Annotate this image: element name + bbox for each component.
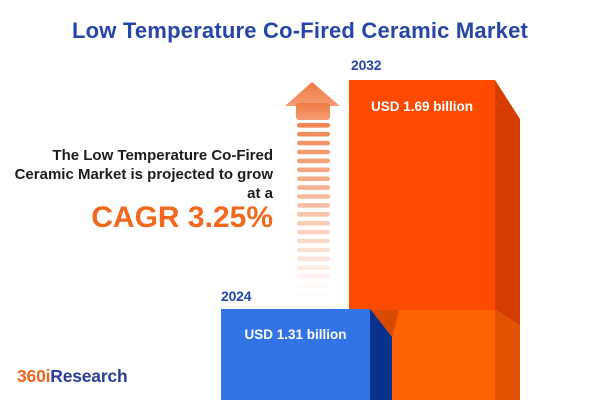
bar-2032-side-bottom xyxy=(495,310,520,400)
annotation-line-2: Ceramic Market is projected to grow xyxy=(14,166,273,183)
cagr-value: CAGR 3.25% xyxy=(91,201,273,234)
bar-2024-front xyxy=(221,309,370,400)
bar-label-2024: 2024 xyxy=(221,288,252,304)
bar-value-2032: USD 1.69 billion xyxy=(370,99,474,114)
brand-logo-prefix: 360i xyxy=(17,366,51,386)
bar-value-2024: USD 1.31 billion xyxy=(244,327,347,342)
bar-2032-side-top xyxy=(495,80,520,326)
bar-2024-shadow xyxy=(370,310,399,338)
growth-arrow-neck xyxy=(296,103,330,120)
bar-2032-front-top xyxy=(349,80,495,310)
bar-label-2032: 2032 xyxy=(351,57,382,73)
bar-2024-side xyxy=(370,309,392,400)
annotation-text: The Low Temperature Co-Fired Ceramic Mar… xyxy=(15,146,273,203)
brand-logo-suffix: Research xyxy=(50,366,128,386)
growth-arrow-head-icon xyxy=(285,82,340,106)
brand-logo: 360iResearch xyxy=(17,366,128,387)
annotation-line-1: The Low Temperature Co-Fired xyxy=(52,147,273,164)
page-title: Low Temperature Co-Fired Ceramic Market xyxy=(71,18,529,43)
annotation-line-3: at a xyxy=(247,185,273,202)
growth-arrow-stripes xyxy=(297,123,330,288)
